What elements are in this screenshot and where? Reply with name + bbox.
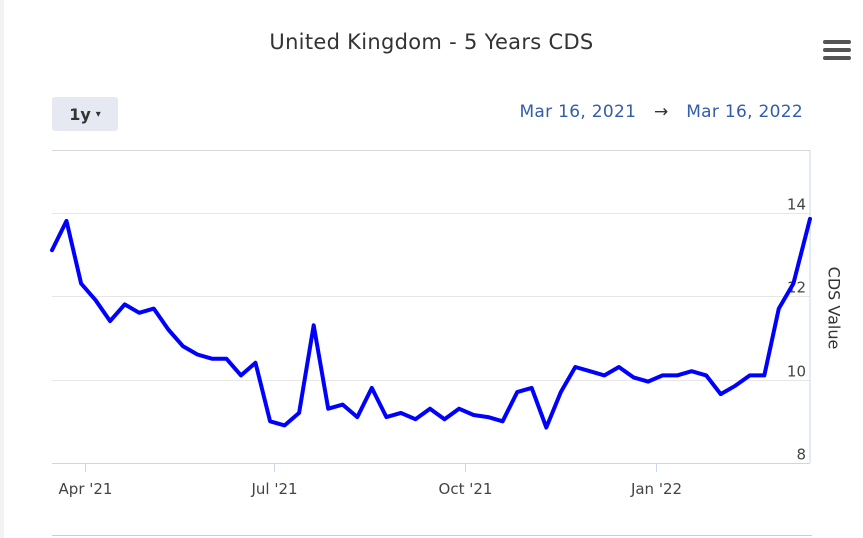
range-label: 1y [69,104,91,124]
date-range: Mar 16, 2021 → Mar 16, 2022 [519,102,803,122]
y-axis-title-text: CDS Value [824,266,844,350]
chart-title: United Kingdom - 5 Years CDS [269,30,594,54]
hamburger-menu-icon[interactable] [823,40,851,64]
y-tick-label: 8 [796,446,806,464]
date-to[interactable]: Mar 16, 2022 [686,102,803,122]
x-tick-label: Apr '21 [59,480,113,498]
plot-top-border [52,150,810,151]
y-tick-label: 10 [787,363,806,381]
x-tick-label: Oct '21 [439,480,493,498]
bottom-divider [52,535,812,536]
arrow-right-icon: → [653,102,669,122]
x-tick-label: Jan '22 [630,480,682,498]
date-from[interactable]: Mar 16, 2021 [519,102,637,122]
x-tick-label: Jul '21 [250,480,297,498]
x-axis-ticks: Apr '21 Jul '21 Oct '21 Jan '22 [59,463,682,498]
range-selector-button[interactable]: 1y ▾ [52,97,118,131]
grid-layer [52,213,810,381]
series-line [50,216,812,430]
y-tick-label: 14 [787,196,806,214]
page-left-border [0,0,4,538]
caret-down-icon: ▾ [95,108,101,120]
